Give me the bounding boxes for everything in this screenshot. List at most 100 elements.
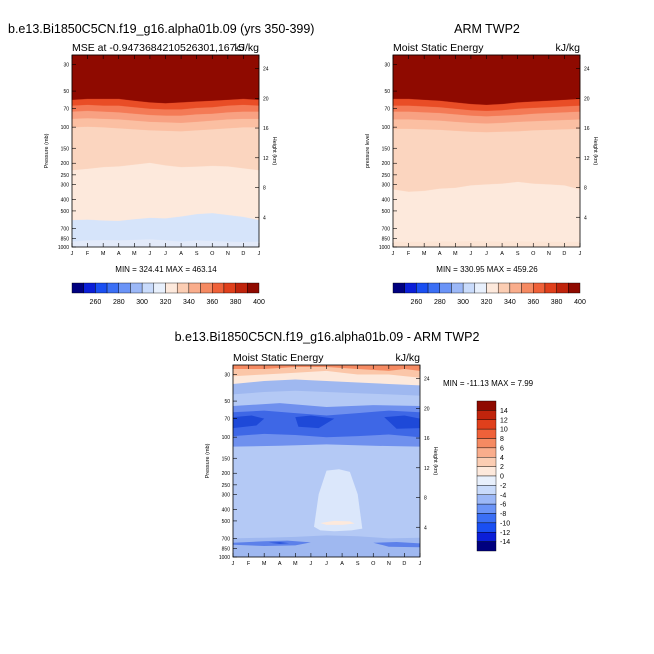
colorbar3-label: 12 bbox=[500, 417, 508, 424]
y-tick-label: 100 bbox=[222, 435, 231, 441]
height-tick-label: 24 bbox=[263, 67, 269, 73]
y-tick-label: 200 bbox=[382, 161, 391, 167]
height-tick-label: 20 bbox=[263, 96, 269, 102]
x-tick-label: N bbox=[547, 251, 551, 257]
y-tick-label: 250 bbox=[61, 173, 70, 179]
panel2-stats: MIN = 330.95 MAX = 459.26 bbox=[436, 265, 538, 274]
x-tick-label: A bbox=[179, 251, 183, 257]
x-tick-label: M bbox=[422, 251, 427, 257]
y-tick-label: 150 bbox=[222, 456, 231, 462]
colorbar2-cell bbox=[509, 282, 522, 294]
x-tick-label: J bbox=[164, 251, 167, 257]
y-tick-label: 300 bbox=[382, 182, 391, 188]
right-label: kJ/kg bbox=[395, 352, 420, 364]
x-tick-label: A bbox=[278, 561, 282, 567]
x-tick-label: J bbox=[232, 561, 235, 567]
x-tick-label: J bbox=[258, 251, 261, 257]
colorbar2-cell bbox=[416, 282, 429, 294]
x-tick-label: J bbox=[310, 561, 313, 567]
contour-band-gt_400 bbox=[392, 54, 581, 105]
colorbar3-cell bbox=[476, 541, 497, 552]
x-tick-label: S bbox=[195, 251, 199, 257]
x-tick-label: D bbox=[241, 251, 245, 257]
panel1: J F M A M J J A S O N D J 30 50 70 100 150 200 250 300 400 500… bbox=[44, 42, 277, 257]
x-tick-label: M bbox=[132, 251, 137, 257]
colorbar1-cell bbox=[176, 282, 190, 294]
lower-low-outer bbox=[233, 535, 420, 557]
y-tick-label: 200 bbox=[61, 161, 70, 167]
colorbar3-cell bbox=[476, 428, 497, 439]
height-tick-label: 24 bbox=[424, 377, 430, 383]
y-axis-label-right: Height (km) bbox=[271, 137, 277, 166]
y-tick-label: 400 bbox=[222, 507, 231, 513]
colorbar1-cell bbox=[95, 282, 108, 294]
height-tick-label: 4 bbox=[584, 215, 587, 221]
y-tick-label: 500 bbox=[61, 209, 70, 215]
colorbar3-cell bbox=[476, 475, 497, 486]
colorbar2-label: 340 bbox=[504, 299, 516, 306]
height-tick-label: 8 bbox=[263, 186, 266, 192]
colorbar3-cell bbox=[476, 466, 497, 477]
y-tick-label: 700 bbox=[382, 226, 391, 232]
right-label: kJ/kg bbox=[555, 42, 580, 54]
y-axis-label: Pressure (mb) bbox=[205, 443, 211, 478]
colorbar-1: 260 280 300 320 340 360 380 400 bbox=[71, 282, 265, 306]
colorbar3-label: -12 bbox=[500, 530, 510, 537]
colorbar3-label: 10 bbox=[500, 427, 508, 434]
y-tick-label: 150 bbox=[382, 146, 391, 152]
y-tick-label: 70 bbox=[63, 107, 69, 113]
colorbar2-cell bbox=[497, 282, 511, 294]
panel1-stats: MIN = 324.41 MAX = 463.14 bbox=[115, 265, 217, 274]
colorbar3-cell bbox=[476, 438, 497, 449]
colorbar1-cell bbox=[83, 282, 96, 294]
colorbar2-label: 320 bbox=[481, 299, 493, 306]
colorbar2-cell bbox=[439, 282, 452, 294]
contour-band-gt_400 bbox=[71, 54, 260, 104]
mid-blob bbox=[320, 520, 355, 525]
colorbar2-cell bbox=[556, 282, 569, 294]
height-tick-label: 8 bbox=[424, 496, 427, 502]
colorbar2-cell bbox=[404, 282, 417, 294]
colorbar3-label: 0 bbox=[500, 474, 504, 481]
colorbar3-cell bbox=[476, 400, 497, 411]
colorbar3-label: -14 bbox=[500, 539, 510, 546]
colorbar3-cell bbox=[476, 447, 497, 458]
x-tick-label: O bbox=[210, 251, 215, 257]
colorbar2-cell bbox=[544, 282, 557, 294]
x-tick-label: J bbox=[579, 251, 582, 257]
y-tick-label: 400 bbox=[61, 197, 70, 203]
x-tick-label: N bbox=[387, 561, 391, 567]
x-tick-label: A bbox=[117, 251, 121, 257]
colorbar1-cell bbox=[141, 282, 155, 294]
y-tick-label: 70 bbox=[384, 107, 390, 113]
height-tick-label: 4 bbox=[424, 525, 427, 531]
colorbar2-label: 280 bbox=[434, 299, 446, 306]
y-tick-label: 250 bbox=[382, 173, 391, 179]
colorbar1-label: 280 bbox=[113, 299, 125, 306]
colorbar1-label: 360 bbox=[206, 299, 218, 306]
panel3: J F M A M J J A S O N D J 30 50 70 100 150 200 250 300 400 500… bbox=[205, 352, 438, 567]
upper-low-core-w bbox=[233, 415, 265, 429]
panel2-title: ARM TWP2 bbox=[454, 22, 520, 36]
y-tick-label: 400 bbox=[382, 197, 391, 203]
panel1-title: b.e13.Bi1850C5CN.f19_g16.alpha01b.09 (yr… bbox=[8, 22, 314, 36]
x-tick-label: J bbox=[392, 251, 395, 257]
x-tick-label: S bbox=[516, 251, 520, 257]
y-tick-label: 50 bbox=[63, 89, 69, 95]
x-tick-label: O bbox=[371, 561, 376, 567]
colorbar2-label: 260 bbox=[411, 299, 423, 306]
x-tick-label: M bbox=[453, 251, 458, 257]
colorbar2-label: 400 bbox=[574, 299, 586, 306]
colorbar3-label: -4 bbox=[500, 492, 506, 499]
panel2: J F M A M J J A S O N D J 30 50 70 100 150 200 250 300 400 500… bbox=[365, 42, 598, 257]
x-tick-label: O bbox=[531, 251, 536, 257]
colorbar2-cell bbox=[451, 282, 464, 294]
colorbar3-label: -6 bbox=[500, 502, 506, 509]
colorbar2-cell bbox=[474, 282, 487, 294]
height-tick-label: 20 bbox=[584, 96, 590, 102]
y-tick-label: 1000 bbox=[379, 245, 390, 251]
colorbar1-cell bbox=[165, 282, 178, 294]
x-tick-label: D bbox=[402, 561, 406, 567]
colorbar1-label: 400 bbox=[253, 299, 265, 306]
